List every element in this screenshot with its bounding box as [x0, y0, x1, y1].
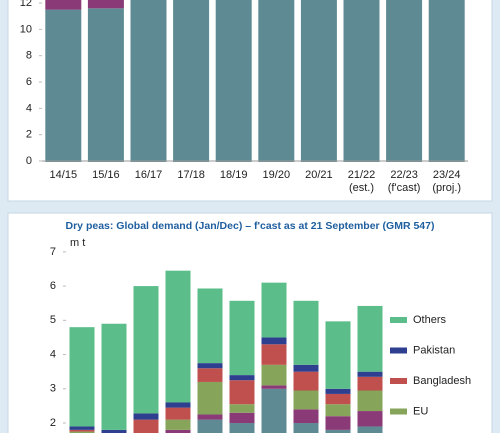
- bar-segment: [357, 426, 383, 433]
- bar-segment: [101, 323, 127, 430]
- y-axis-label: m t: [70, 237, 85, 249]
- y-tick-label: 6: [50, 280, 56, 292]
- bar-segment: [197, 419, 223, 433]
- bar-segment: [197, 288, 223, 364]
- bar-segment: [261, 388, 287, 433]
- bar-segment: [428, 0, 465, 162]
- bar-segment: [229, 404, 255, 413]
- bars: [45, 0, 465, 162]
- bar-segment: [173, 0, 210, 162]
- y-tick-label: 12: [20, 0, 32, 9]
- bar-segment: [197, 368, 223, 382]
- bar-segment: [325, 429, 351, 433]
- bar-segment: [215, 0, 252, 162]
- bar-segment: [293, 364, 319, 372]
- bar-segment: [258, 0, 295, 162]
- bar-segment: [325, 388, 351, 394]
- y-tick-label: 0: [26, 155, 32, 167]
- bar-segment: [261, 282, 287, 338]
- bar-segment: [325, 393, 351, 405]
- bar-segment: [45, 0, 82, 10]
- y-tick-label: 4: [26, 102, 32, 114]
- y-tick-label: 7: [50, 246, 56, 258]
- bar-segment: [165, 402, 191, 408]
- x-tick-label: 21/22 (est.): [348, 169, 376, 194]
- x-tick-label: 19/20: [263, 169, 291, 181]
- legend-swatch: [390, 378, 407, 384]
- x-tick-label: 16/17: [135, 169, 163, 181]
- y-tick-label: 10: [20, 23, 32, 35]
- x-tick-label: 22/23 (f'cast): [388, 169, 421, 194]
- bar-segment: [165, 419, 191, 430]
- bar-segment: [261, 337, 287, 345]
- bar-segment: [261, 364, 287, 386]
- bar-segment: [165, 407, 191, 420]
- bar-segment: [87, 0, 124, 9]
- y-tick-label: 6: [26, 76, 32, 88]
- bar-segment: [69, 327, 95, 427]
- bar-segment: [293, 371, 319, 391]
- bar-segment: [165, 429, 191, 433]
- bar-segment: [165, 270, 191, 403]
- y-tick-label: 5: [50, 314, 56, 326]
- bar-segment: [197, 381, 223, 415]
- bar-segment: [133, 413, 159, 420]
- bar-segment: [229, 412, 255, 424]
- x-tick-label: 14/15: [50, 169, 78, 181]
- bar-segment: [357, 371, 383, 377]
- bars: [69, 270, 383, 433]
- bar-segment: [229, 423, 255, 433]
- bar-segment: [357, 305, 383, 372]
- bar-segment: [293, 409, 319, 424]
- legend-label: Pakistan: [413, 344, 455, 356]
- x-tick-label: 20/21: [305, 169, 333, 181]
- bar-segment: [69, 429, 95, 432]
- bar-segment: [101, 429, 127, 433]
- bar-segment: [293, 423, 319, 433]
- y-tick-label: 4: [50, 348, 56, 360]
- legend-swatch: [390, 317, 407, 323]
- legend-label: Bangladesh: [413, 375, 471, 387]
- bar-segment: [357, 411, 383, 427]
- bar-segment: [229, 380, 255, 405]
- bar-segment: [293, 300, 319, 365]
- chart-title: Dry peas: Global demand (Jan/Dec) – f'ca…: [66, 220, 435, 232]
- y-tick-label: 2: [50, 417, 56, 429]
- bar-segment: [197, 414, 223, 420]
- bar-segment: [357, 390, 383, 412]
- bar-segment: [197, 363, 223, 369]
- x-tick-label: 15/16: [92, 169, 120, 181]
- bar-segment: [229, 300, 255, 376]
- y-tick-label: 2: [26, 129, 32, 141]
- bar-segment: [229, 375, 255, 381]
- bar-segment: [130, 0, 167, 162]
- legend-label: Others: [413, 314, 447, 326]
- y-tick-label: 8: [26, 50, 32, 62]
- bar-segment: [133, 419, 159, 433]
- bar-segment: [133, 286, 159, 414]
- bar-segment: [325, 321, 351, 389]
- bar-segment: [325, 416, 351, 430]
- legend-label: EU: [413, 405, 428, 417]
- bar-segment: [325, 404, 351, 417]
- bar-segment: [87, 8, 124, 162]
- x-tick-label: 17/18: [177, 169, 205, 181]
- bar-segment: [293, 390, 319, 410]
- legend-swatch: [390, 408, 407, 415]
- x-tick-label: 18/19: [220, 169, 248, 181]
- bar-segment: [45, 9, 82, 162]
- bar-segment: [261, 385, 287, 389]
- bar-segment: [69, 431, 95, 433]
- x-tick-label: 23/24 (proj.): [432, 169, 461, 194]
- bar-segment: [386, 0, 423, 162]
- legend-swatch: [390, 347, 407, 354]
- bar-segment: [69, 426, 95, 430]
- bar-segment: [300, 0, 337, 162]
- bar-segment: [261, 344, 287, 365]
- y-tick-label: 3: [50, 383, 56, 395]
- bar-segment: [343, 0, 380, 162]
- bar-segment: [357, 376, 383, 391]
